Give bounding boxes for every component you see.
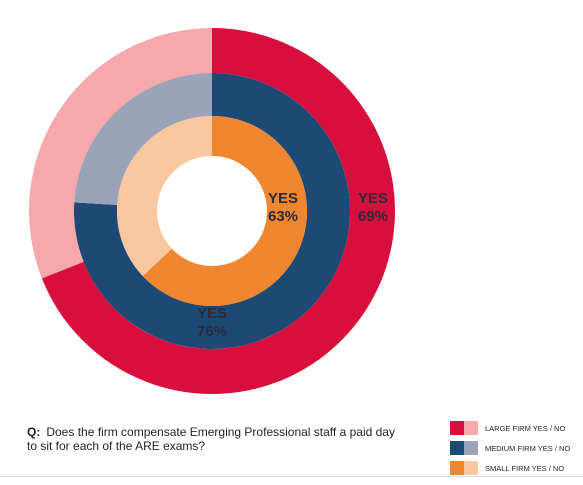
donut-chart: YES 69% YES 76% YES 63%	[28, 28, 396, 394]
legend: LARGE FIRM YES / NO MEDIUM FIRM YES / NO…	[450, 421, 580, 481]
medium-firm-yes-label: YES 76%	[197, 305, 227, 340]
legend-label-large: LARGE FIRM YES / NO	[485, 423, 566, 433]
bottom-divider	[0, 476, 583, 477]
question-prefix: Q:	[27, 425, 41, 439]
question-body: Does the firm compensate Emerging Profes…	[27, 425, 395, 453]
legend-item-medium: MEDIUM FIRM YES / NO	[450, 441, 580, 455]
legend-label-medium: MEDIUM FIRM YES / NO	[485, 443, 571, 453]
legend-item-large: LARGE FIRM YES / NO	[450, 421, 580, 435]
medium-firm-no-slice	[74, 73, 212, 206]
legend-item-small: SMALL FIRM YES / NO	[450, 461, 580, 475]
legend-swatch-medium-no	[464, 441, 478, 455]
medium-firm-yes-slice	[74, 73, 351, 350]
large-firm-no-slice	[28, 28, 212, 279]
legend-label-small: SMALL FIRM YES / NO	[485, 463, 565, 473]
legend-swatch-large-no	[464, 421, 478, 435]
legend-swatch-small-yes	[450, 461, 464, 475]
small-firm-yes-label: YES 63%	[268, 190, 298, 225]
question-text: Q: Does the firm compensate Emerging Prof…	[27, 425, 397, 453]
legend-swatch-medium-yes	[450, 441, 464, 455]
large-firm-yes-label: YES 69%	[358, 190, 388, 225]
small-firm-no-slice	[117, 116, 212, 277]
legend-swatch-large-yes	[450, 421, 464, 435]
legend-swatch-small-no	[464, 461, 478, 475]
small-firm-yes-slice	[142, 116, 307, 306]
